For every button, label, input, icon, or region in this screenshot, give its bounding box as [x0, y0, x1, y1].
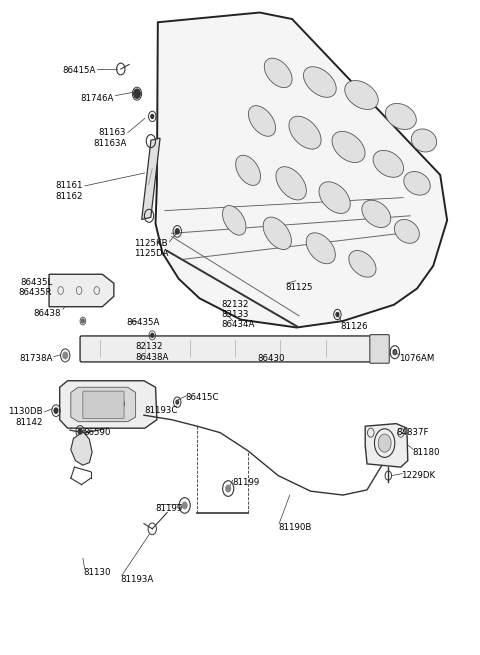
Text: 81130: 81130	[84, 569, 111, 578]
Text: 86435A: 86435A	[126, 318, 160, 327]
Text: 82132
83133
86434A: 82132 83133 86434A	[222, 299, 255, 329]
Text: 86415A: 86415A	[62, 66, 96, 75]
Circle shape	[175, 229, 179, 234]
Polygon shape	[156, 12, 447, 328]
Circle shape	[226, 485, 230, 492]
Ellipse shape	[362, 200, 391, 227]
Ellipse shape	[303, 67, 336, 98]
Text: 81125: 81125	[285, 283, 312, 291]
Circle shape	[393, 350, 396, 355]
Polygon shape	[71, 387, 136, 422]
Ellipse shape	[411, 129, 437, 152]
Text: 81126: 81126	[341, 322, 368, 331]
Text: 81746A: 81746A	[81, 94, 114, 103]
Ellipse shape	[276, 167, 306, 200]
Text: 81190B: 81190B	[278, 523, 312, 532]
Ellipse shape	[289, 116, 321, 149]
Text: 81193C: 81193C	[144, 406, 177, 415]
Text: 82132
86438A: 82132 86438A	[136, 343, 169, 362]
Text: 81199: 81199	[156, 504, 183, 513]
Circle shape	[336, 312, 339, 316]
Ellipse shape	[349, 250, 376, 277]
Text: 84837F: 84837F	[396, 428, 429, 437]
Ellipse shape	[222, 206, 246, 235]
Polygon shape	[365, 424, 408, 467]
Text: 81193A: 81193A	[121, 575, 154, 584]
Circle shape	[378, 434, 391, 452]
Circle shape	[82, 319, 84, 323]
Ellipse shape	[264, 58, 292, 88]
Polygon shape	[60, 381, 157, 428]
Text: 1125KB
1125DA: 1125KB 1125DA	[133, 238, 168, 258]
Text: 86590: 86590	[84, 428, 111, 437]
Text: 81163
81163A: 81163 81163A	[93, 128, 126, 147]
Text: 86438: 86438	[33, 309, 60, 318]
FancyBboxPatch shape	[370, 335, 389, 364]
Ellipse shape	[319, 182, 350, 214]
Text: 86415C: 86415C	[186, 393, 219, 402]
Ellipse shape	[306, 233, 336, 264]
Ellipse shape	[332, 132, 365, 162]
Ellipse shape	[404, 172, 430, 195]
Polygon shape	[142, 138, 160, 219]
Text: 81738A: 81738A	[19, 354, 52, 363]
FancyBboxPatch shape	[80, 336, 386, 362]
Text: 86435L
86435R: 86435L 86435R	[19, 278, 52, 297]
Circle shape	[78, 429, 82, 434]
Circle shape	[182, 502, 187, 509]
Ellipse shape	[236, 155, 261, 185]
Text: 81199: 81199	[232, 477, 259, 487]
FancyBboxPatch shape	[83, 391, 124, 419]
Text: 1130DB
81142: 1130DB 81142	[9, 407, 43, 427]
Circle shape	[151, 333, 154, 337]
Circle shape	[54, 408, 58, 413]
Circle shape	[134, 89, 140, 98]
Text: 1229DK: 1229DK	[401, 471, 435, 480]
Text: 1076AM: 1076AM	[398, 354, 434, 363]
Ellipse shape	[345, 81, 378, 109]
Polygon shape	[49, 274, 114, 307]
Ellipse shape	[263, 217, 291, 250]
Ellipse shape	[395, 219, 420, 243]
Polygon shape	[71, 432, 92, 465]
Circle shape	[151, 115, 154, 119]
Text: 81161
81162: 81161 81162	[55, 181, 83, 201]
Circle shape	[63, 352, 68, 359]
Circle shape	[176, 400, 179, 404]
Ellipse shape	[248, 105, 276, 136]
Ellipse shape	[385, 103, 416, 130]
Text: 81180: 81180	[412, 448, 440, 457]
Ellipse shape	[373, 151, 404, 178]
Text: 86430: 86430	[257, 354, 285, 363]
